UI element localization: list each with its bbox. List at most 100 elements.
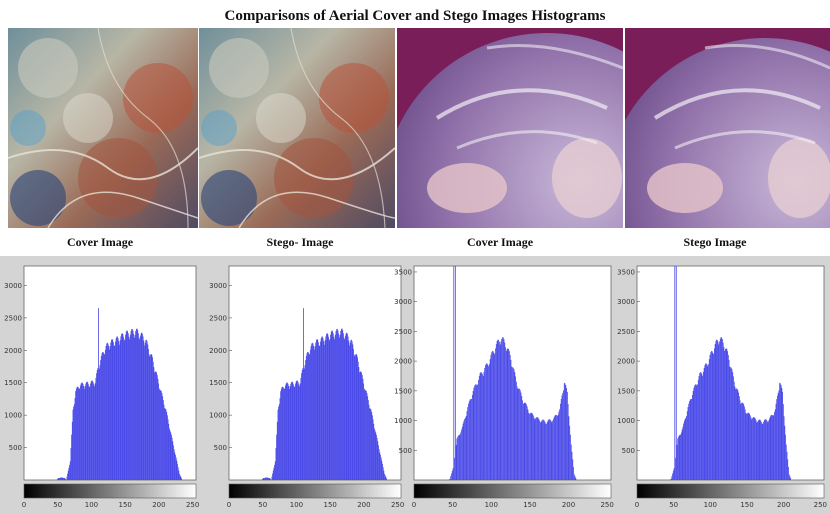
histogram-bar [555, 414, 557, 480]
histogram-bar [57, 479, 58, 480]
histogram-bar [536, 417, 537, 480]
histogram-bar [764, 419, 766, 480]
histogram-bar [269, 478, 271, 480]
histogram-bar [96, 369, 98, 480]
histogram-bar [575, 478, 577, 480]
histogram-bar [264, 477, 265, 480]
histogram-bar [84, 386, 86, 480]
histogram-bar [167, 419, 169, 480]
histogram-bar [169, 430, 171, 480]
histogram-bar [78, 388, 80, 480]
histogram-bar [519, 388, 520, 480]
histogram-bar [334, 339, 336, 480]
x-tick-label: 100 [704, 501, 717, 509]
histogram-bar [162, 400, 164, 480]
histogram-bar [268, 477, 269, 480]
histogram-bar [693, 387, 695, 480]
histogram-bar [57, 478, 59, 480]
histogram-bar [67, 473, 68, 480]
histogram-bar [556, 415, 558, 480]
histogram-bar [744, 406, 745, 480]
histogram-bar [123, 336, 124, 480]
histogram-bar [750, 417, 752, 480]
histogram-bar [735, 388, 737, 480]
histogram-bar [140, 335, 141, 480]
histogram-bar [785, 434, 786, 480]
histogram-bar [148, 349, 149, 480]
histogram-bar [546, 423, 547, 480]
histogram-bar [331, 330, 333, 480]
histogram-bar [495, 348, 496, 480]
histogram-bar [145, 340, 147, 480]
x-tick-label: 100 [485, 501, 498, 509]
y-tick-label: 3000 [4, 282, 22, 290]
histogram-bar [338, 337, 340, 480]
histogram-bar [312, 343, 314, 480]
histogram-bar [279, 398, 281, 480]
histogram-bar [738, 396, 740, 480]
histogram-bar [685, 417, 687, 480]
histogram-bar [287, 383, 289, 480]
histogram-bar [708, 359, 710, 480]
histogram-bar [453, 266, 455, 480]
histogram-bar [364, 390, 366, 480]
y-tick-label: 1500 [209, 379, 227, 387]
histogram-bar [268, 478, 270, 480]
histogram-bar [774, 409, 776, 480]
histogram-bar [65, 479, 66, 480]
histogram-bar [95, 377, 97, 480]
histogram-bar [64, 478, 66, 480]
histogram-bar [284, 388, 286, 480]
histogram-bar [777, 392, 779, 480]
histogram-bar [262, 478, 264, 480]
histogram-bar [488, 366, 489, 480]
histogram-bar [355, 354, 357, 480]
histogram-bar [280, 391, 282, 480]
histogram-bar [292, 382, 294, 480]
histogram-bar [94, 386, 95, 480]
histogram-bar [492, 350, 493, 480]
histogram-bar [478, 379, 479, 480]
histogram-bar [711, 351, 713, 480]
histogram-bar [471, 398, 472, 480]
histogram-bar [782, 391, 783, 480]
histogram-bars [262, 308, 387, 480]
histogram-bar [324, 340, 326, 480]
histogram-bar [351, 341, 353, 480]
histogram-bar [91, 380, 93, 480]
histogram-bar [113, 342, 114, 480]
histogram-bar [703, 367, 705, 480]
histogram-bar [458, 435, 459, 480]
x-tick-label: 100 [290, 501, 303, 509]
histogram-bar [464, 417, 466, 480]
histogram-bar [70, 448, 72, 480]
y-tick-label: 3000 [209, 282, 227, 290]
histogram-bar [534, 419, 536, 480]
histogram-bar [788, 474, 790, 480]
histogram-bar [728, 359, 730, 480]
histogram-bar [350, 340, 352, 480]
histogram-bar [156, 375, 158, 480]
histogram-bar [714, 344, 716, 480]
histogram-bar [562, 392, 564, 480]
histogram-bar [265, 477, 267, 480]
histogram-bar [519, 390, 521, 480]
histogram-bar [716, 339, 718, 480]
histogram-bar [692, 394, 693, 480]
histogram-bar [380, 454, 381, 480]
histogram-bar [361, 372, 363, 480]
histogram-bar [508, 348, 510, 480]
x-tick-label: 150 [118, 501, 131, 509]
histogram-bar [506, 349, 508, 480]
histogram-bar [532, 415, 534, 480]
histogram-bar [263, 478, 265, 480]
histogram-bar [509, 351, 510, 480]
histogram-bar [68, 467, 70, 480]
histogram-bar [565, 385, 567, 480]
histogram-bar [706, 364, 708, 480]
histogram-bars [57, 308, 182, 480]
histogram-bar [293, 384, 294, 480]
histogram-bar [675, 457, 676, 480]
histogram-bar [481, 372, 483, 480]
histogram-bar [734, 386, 736, 480]
